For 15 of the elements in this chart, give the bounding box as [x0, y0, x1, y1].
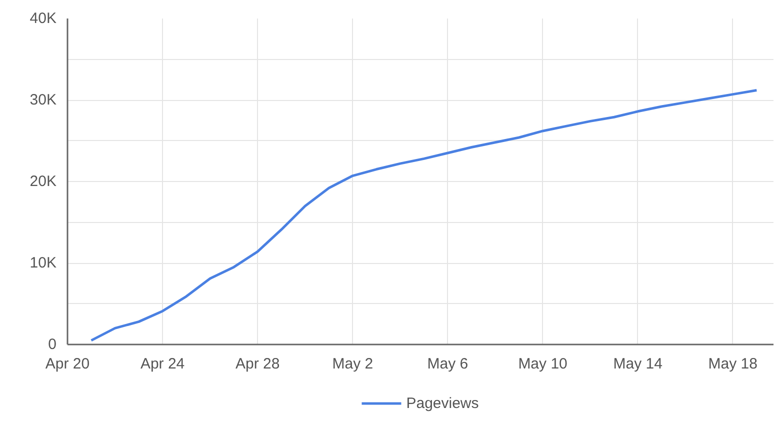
line-series: [90, 88, 758, 342]
x-tick-label: May 2: [332, 356, 374, 372]
y-tick-label: 10K: [30, 254, 57, 272]
x-tick-label: May 6: [427, 356, 468, 372]
y-tick-label: 20K: [30, 173, 57, 190]
y-tick-label: 0: [48, 336, 56, 353]
x-tick-label: Apr 28: [236, 356, 280, 372]
y-tick-label: 40K: [30, 10, 57, 27]
x-tick-label: Apr 24: [140, 356, 185, 372]
x-tick-label: May 10: [518, 356, 568, 372]
x-tick-label: Apr 20: [45, 356, 90, 372]
legend-label: Pageviews: [406, 394, 479, 412]
x-tick-label: May 18: [708, 356, 758, 372]
x-tick-label: May 14: [613, 356, 662, 372]
y-tick-label: 30K: [30, 92, 57, 108]
